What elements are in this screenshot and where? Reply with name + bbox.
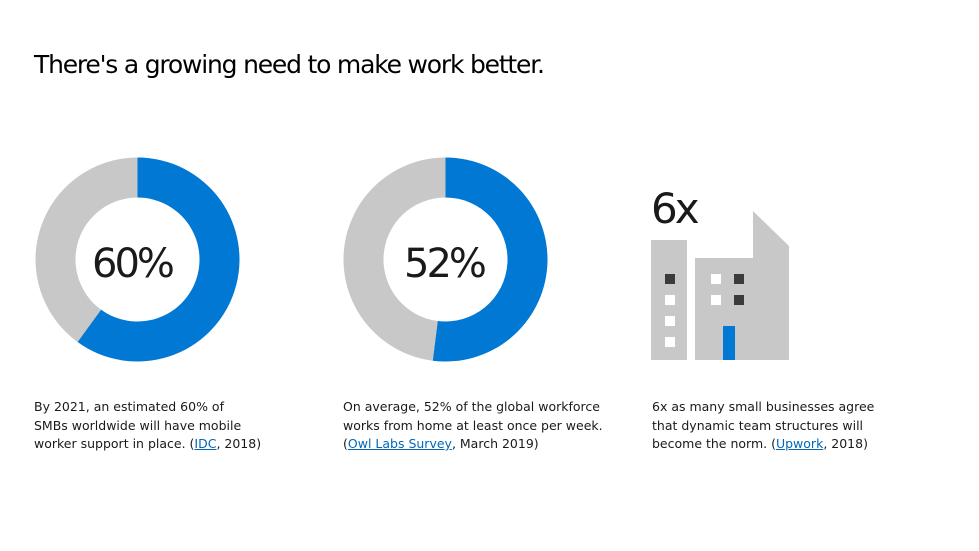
caption-line: works from home at least once per week. xyxy=(343,417,603,433)
source-link-owl-labs[interactable]: Owl Labs Survey xyxy=(347,436,452,451)
caption-line: become the norm. (Upwork, 2018) xyxy=(652,435,962,454)
window xyxy=(711,274,721,284)
stat-value-work-from-home: 52% xyxy=(404,241,487,287)
caption-text: worker support in place. ( xyxy=(34,436,195,451)
caption-text: ( xyxy=(343,436,348,451)
office-building-icon xyxy=(651,211,789,360)
caption-work-from-home: On average, 52% of the global workforce … xyxy=(343,398,643,454)
caption-team-structures: 6x as many small businesses agree that d… xyxy=(652,398,962,454)
caption-mobile-support: By 2021, an estimated 60% of SMBs worldw… xyxy=(34,398,304,454)
window-dark xyxy=(734,274,744,284)
donut-slice-value xyxy=(432,157,548,362)
source-link-upwork[interactable]: Upwork xyxy=(775,436,824,451)
caption-text: , March 2019) xyxy=(451,436,539,451)
caption-text: , 2018) xyxy=(823,436,868,451)
window xyxy=(711,295,721,305)
caption-line: that dynamic team structures will xyxy=(652,417,864,433)
donut-slice-remainder xyxy=(35,157,138,343)
window-dark xyxy=(665,274,675,284)
window-dark xyxy=(734,295,744,305)
caption-text: become the norm. ( xyxy=(652,436,776,451)
donut-chart-mobile-support xyxy=(35,157,240,362)
caption-line: By 2021, an estimated 60% of xyxy=(34,399,224,414)
window xyxy=(665,337,675,347)
page-title: There's a growing need to make work bett… xyxy=(34,50,545,79)
caption-line: (Owl Labs Survey, March 2019) xyxy=(343,435,643,454)
donut-chart-work-from-home xyxy=(343,157,548,362)
donut-slice-value xyxy=(77,157,240,362)
window xyxy=(665,295,675,305)
source-link-idc[interactable]: IDC xyxy=(194,436,217,451)
caption-line: SMBs worldwide will have mobile xyxy=(34,417,242,433)
stat-value-team-structures: 6x xyxy=(651,184,700,233)
caption-line: worker support in place. (IDC, 2018) xyxy=(34,435,304,454)
building-door xyxy=(723,326,735,360)
donut-slice-remainder xyxy=(343,157,446,361)
caption-line: On average, 52% of the global workforce xyxy=(343,399,600,414)
stat-value-mobile-support: 60% xyxy=(92,241,175,287)
caption-line: 6x as many small businesses agree xyxy=(652,399,875,414)
caption-text: , 2018) xyxy=(216,436,262,451)
building-tower-shape xyxy=(753,211,789,360)
window xyxy=(665,316,675,326)
